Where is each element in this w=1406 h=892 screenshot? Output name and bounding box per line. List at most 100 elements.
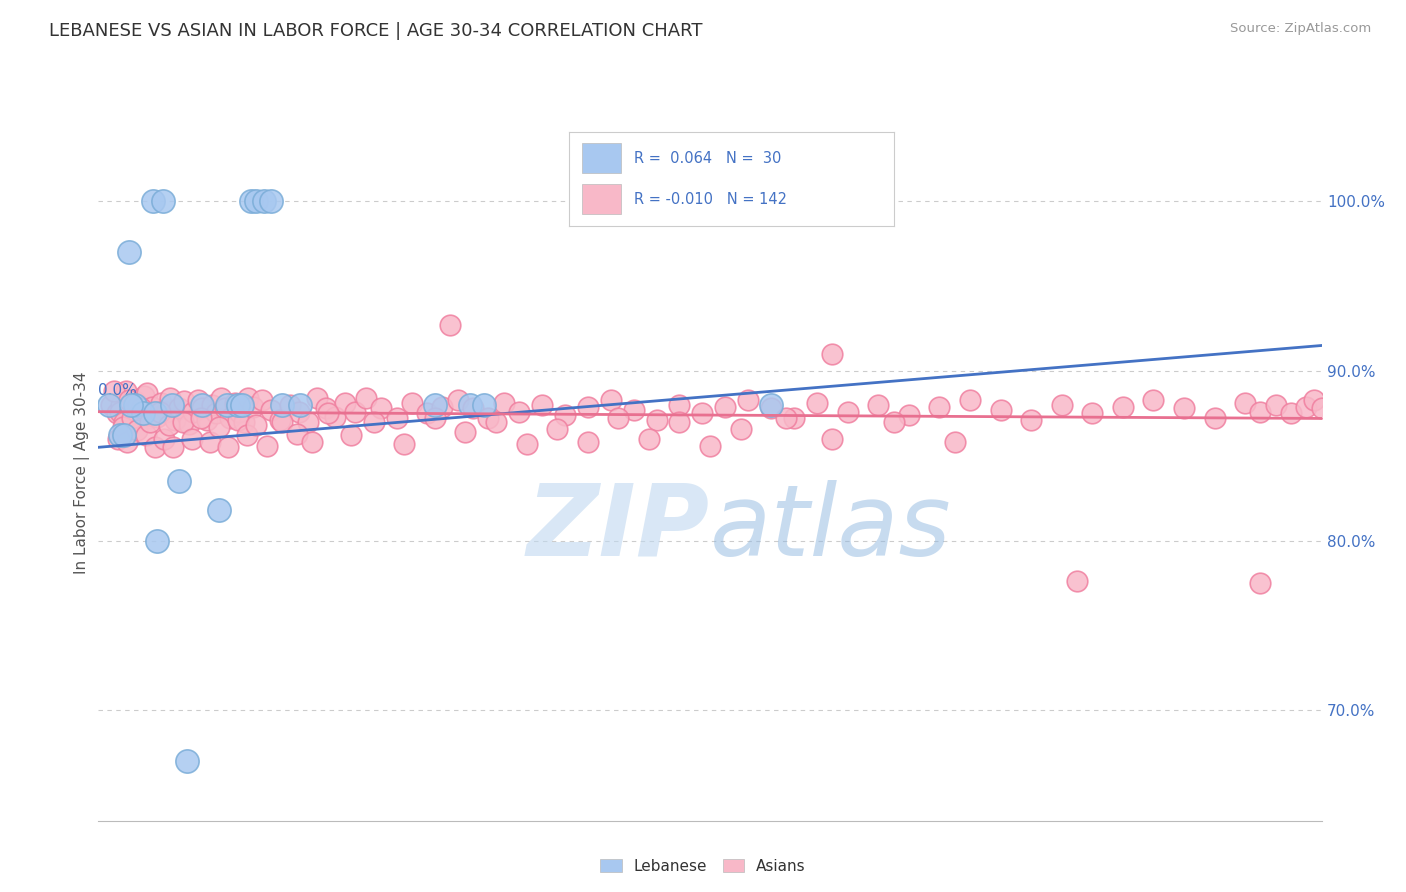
Point [477,411,499,425]
Point [115,384,138,399]
Point [208,420,231,434]
Point [385,411,408,425]
Point [208,503,231,517]
Point [108,428,131,442]
Point [737,392,759,407]
Point [172,415,194,429]
Point [224,396,246,410]
Point [392,437,416,451]
Text: ZIP: ZIP [527,480,710,577]
Point [270,398,292,412]
Point [120,415,142,429]
Point [256,439,278,453]
Point [142,194,165,209]
Point [285,426,308,441]
Point [198,435,221,450]
Point [177,417,200,431]
Point [217,440,239,454]
Point [821,432,844,446]
Point [162,440,184,454]
Point [136,386,159,401]
Text: LEBANESE VS ASIAN IN LABOR FORCE | AGE 30-34 CORRELATION CHART: LEBANESE VS ASIAN IN LABOR FORCE | AGE 3… [49,22,703,40]
Point [195,413,218,427]
Point [260,403,283,417]
Point [270,415,292,429]
Point [423,411,446,425]
Point [623,403,645,417]
Point [191,398,214,412]
Point [215,398,238,412]
Point [269,413,291,427]
Point [149,405,172,419]
Point [132,408,155,422]
Point [176,754,198,768]
Point [1234,396,1257,410]
Point [245,418,267,433]
Point [297,415,319,429]
Point [576,400,599,414]
Point [125,423,148,437]
Point [205,406,228,420]
Point [157,418,180,433]
Point [461,401,484,416]
Point [150,396,173,410]
Point [454,425,477,439]
Point [333,396,356,410]
Point [287,405,309,419]
Point [143,440,166,454]
Point [153,432,176,446]
Point [928,400,950,414]
Point [1303,392,1326,407]
Point [576,435,599,450]
Point [231,398,253,412]
Point [759,398,782,412]
Point [837,405,859,419]
Point [117,435,139,450]
Point [943,435,966,450]
Point [714,400,737,414]
Point [129,401,152,416]
Point [103,384,125,399]
Point [1204,411,1226,425]
Point [290,398,312,412]
Point [485,415,508,429]
Point [135,428,157,442]
Point [120,398,142,412]
Point [112,428,135,442]
Point [219,411,242,425]
Point [530,398,553,412]
Point [1112,400,1135,414]
Point [1279,406,1302,420]
Point [100,398,122,412]
Point [1081,406,1104,420]
Point [141,400,163,414]
Point [127,398,149,412]
Text: 0.0%: 0.0% [98,383,138,398]
Point [143,406,166,420]
Point [508,405,530,419]
Point [637,432,661,446]
Point [180,432,202,446]
Point [699,439,721,453]
Point [607,411,630,425]
Point [118,392,141,407]
Point [242,400,264,414]
Point [546,422,568,436]
Point [163,413,186,427]
Point [554,408,576,422]
Point [107,432,129,446]
Point [1264,398,1286,412]
Point [423,398,446,412]
Point [235,428,257,442]
Point [169,401,191,416]
Point [118,245,141,260]
Point [278,398,301,412]
Point [155,405,177,419]
Point [354,391,377,405]
Point [260,194,283,209]
Point [238,391,260,405]
Point [1050,398,1073,412]
Point [1142,392,1164,407]
Point [1295,400,1317,414]
Point [692,406,714,420]
